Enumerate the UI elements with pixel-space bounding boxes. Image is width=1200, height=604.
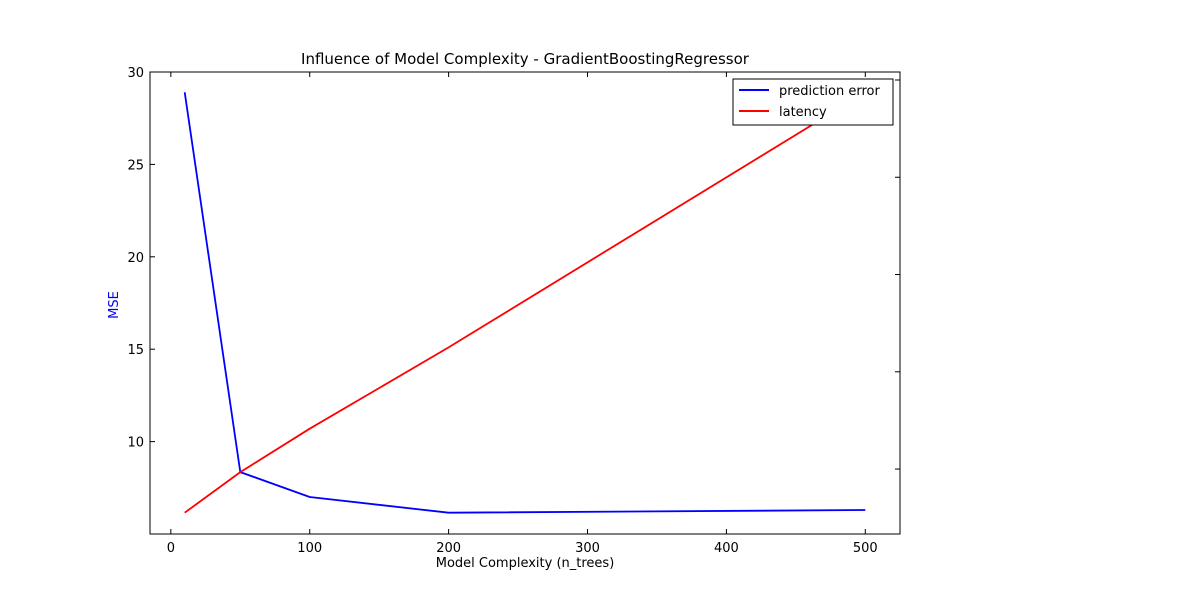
y-tick-label: 30 [127, 66, 144, 81]
series-layer [183, 91, 866, 514]
y-axis-ticks: 10 15 20 25 30 [127, 66, 155, 451]
x-tick-label: 400 [714, 541, 739, 556]
series-line-latency [184, 91, 866, 514]
right-axis-ticks [895, 79, 900, 470]
chart-title: Influence of Model Complexity - Gradient… [301, 50, 750, 68]
x-tick-label: 200 [436, 541, 461, 556]
y-axis-label: MSE [107, 291, 122, 319]
y-tick-label: 15 [127, 343, 144, 358]
x-axis-label: Model Complexity (n_trees) [436, 556, 615, 571]
legend-box [732, 78, 894, 126]
y-tick-label: 20 [127, 251, 144, 266]
x-tick-label: 300 [575, 541, 600, 556]
x-tick-label: 100 [297, 541, 322, 556]
x-tick-label: 0 [167, 541, 175, 556]
legend-label-latency: latency [779, 105, 827, 120]
x-tick-label: 500 [853, 541, 878, 556]
plot-area [149, 71, 901, 535]
plot-frame [149, 71, 901, 535]
y-tick-label: 25 [127, 158, 144, 173]
legend-label-prediction-error: prediction error [779, 84, 880, 99]
y-tick-label: 10 [127, 436, 144, 451]
series-line-prediction-error [183, 92, 866, 514]
legend: prediction error latency [732, 78, 894, 126]
x-axis-ticks: 0 100 200 300 400 500 [167, 72, 878, 556]
